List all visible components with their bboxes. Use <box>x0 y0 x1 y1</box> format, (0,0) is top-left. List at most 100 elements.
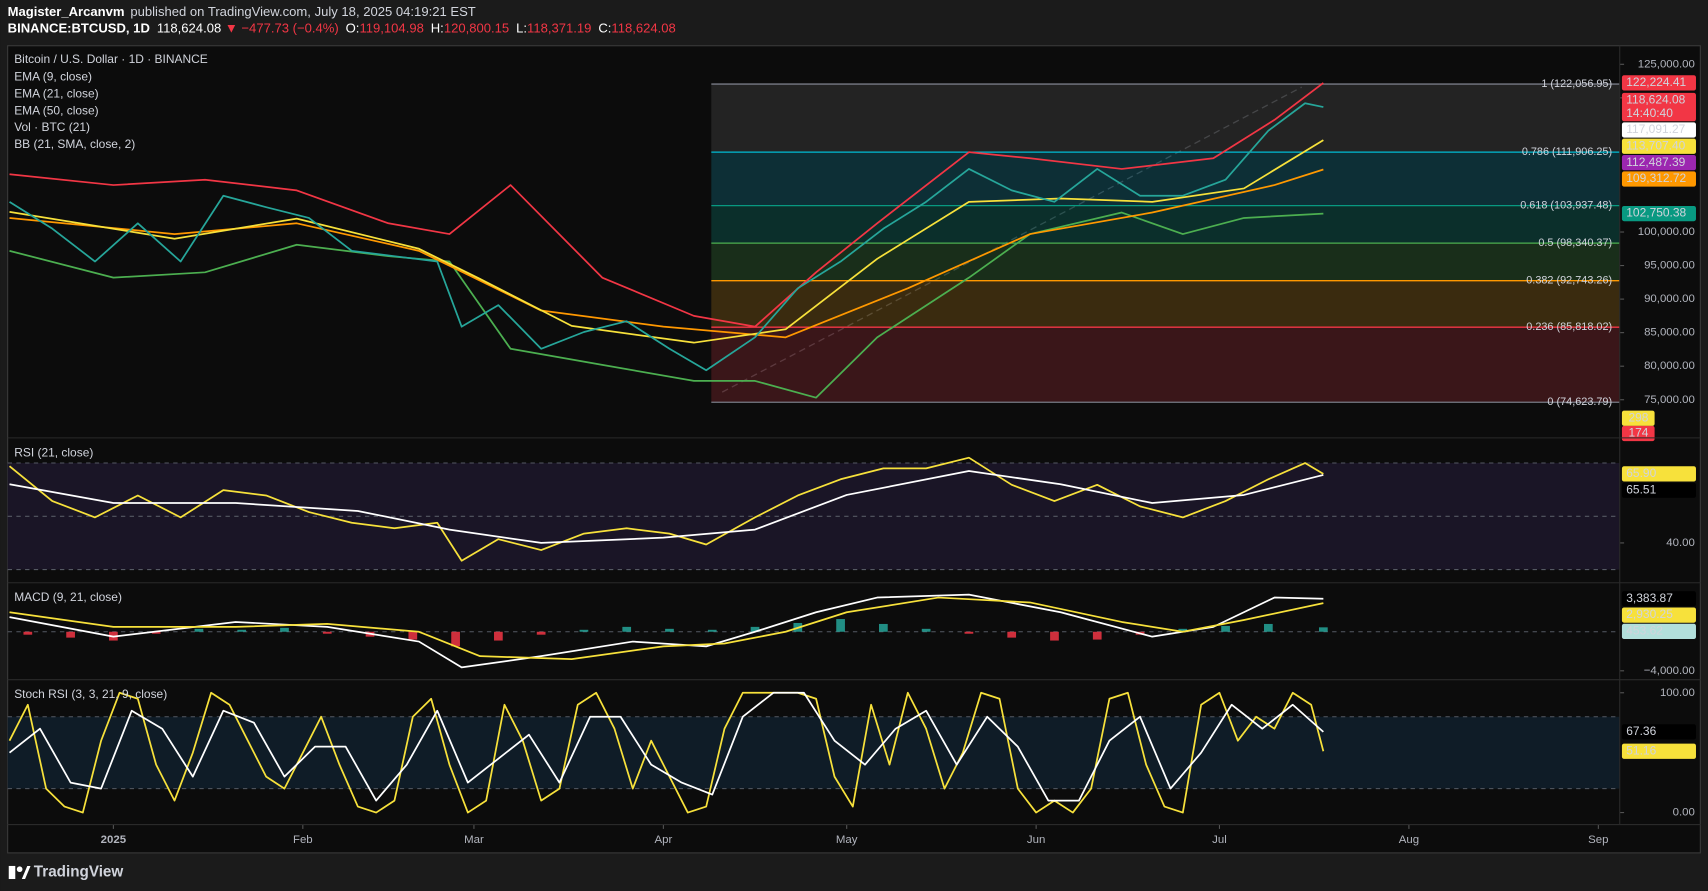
y-tick-label: 85,000.00 <box>1644 327 1695 339</box>
price-tag <box>1621 75 1696 91</box>
series-line <box>9 168 1324 339</box>
histogram-bar <box>579 629 589 632</box>
fib-zone <box>711 280 1620 328</box>
histogram-bar <box>494 631 503 641</box>
price-tag <box>1621 171 1696 187</box>
histogram-bar <box>23 631 33 635</box>
countdown: 14:40:40 <box>1626 106 1673 120</box>
fib-label: 0.5 (98,340.37) <box>1538 237 1612 249</box>
histogram-bar <box>1092 631 1102 640</box>
y-tick-label: 90,000.00 <box>1644 293 1695 305</box>
price-tag <box>1621 138 1696 154</box>
price-tag <box>1621 591 1696 607</box>
band-fill <box>7 716 1620 789</box>
histogram-bar <box>1221 625 1230 632</box>
price-tag-label: 3,383.87 <box>1626 591 1673 605</box>
histogram-bar <box>750 626 760 632</box>
change: ▼ −477.73 (−0.4%) <box>225 21 339 36</box>
fib-zone <box>711 84 1620 153</box>
fib-label: 0.382 (92,743.26) <box>1526 275 1612 287</box>
histogram-bar <box>1007 631 1017 638</box>
histogram-bar <box>322 631 332 634</box>
low-label: L: <box>516 21 527 36</box>
price-tag-label: 2,930.25 <box>1626 607 1673 621</box>
published: published on TradingView.com, July 18, 2… <box>130 5 475 20</box>
high: 120,800.15 <box>444 21 509 36</box>
price-tag <box>1621 466 1696 482</box>
price-tag <box>1621 205 1696 222</box>
price-tag <box>1621 92 1696 122</box>
x-tick-label: Sep <box>1588 834 1608 846</box>
high-label: H: <box>431 21 444 36</box>
histogram-bar <box>451 631 460 647</box>
logo-mark <box>21 865 31 880</box>
logo-text: TradingView <box>34 864 124 881</box>
price-tag-label: 109,312.72 <box>1626 171 1686 185</box>
pane-title: Stoch RSI (3, 3, 21, 9, close) <box>14 687 167 701</box>
histogram-bar <box>1318 627 1328 632</box>
price-tag-label: 51.16 <box>1626 743 1656 757</box>
x-tick-label: Aug <box>1399 834 1419 846</box>
x-tick-label: Mar <box>464 834 484 846</box>
y-tick-label: −4,000.00 <box>1644 665 1695 677</box>
close-label: C: <box>598 21 611 36</box>
pane-title: RSI (21, close) <box>14 445 93 459</box>
price-tag <box>1621 724 1696 740</box>
y-tick-label: 40.00 <box>1666 537 1695 549</box>
price-tag <box>1621 154 1696 171</box>
y-tick-label: 75,000.00 <box>1644 394 1695 406</box>
price-tag-label: 113,707.40 <box>1626 138 1685 152</box>
histogram-bar <box>964 631 974 634</box>
volume-tag <box>1621 410 1655 426</box>
fib-zone <box>711 327 1620 403</box>
y-tick-label: 125,000.00 <box>1638 58 1695 70</box>
price-tag-label: 453.62 <box>1626 624 1663 638</box>
price-tag <box>1621 482 1696 498</box>
histogram-bar <box>1263 623 1273 632</box>
histogram-bar <box>921 628 931 632</box>
fib-label: 0.618 (103,937.48) <box>1520 199 1612 211</box>
pane-title: MACD (9, 21, close) <box>14 590 122 604</box>
symbol: BINANCE:BTCUSD, 1D <box>8 21 150 36</box>
close: 118,624.08 <box>611 21 675 36</box>
last-price: 118,624.08 <box>157 21 221 36</box>
x-tick-label: Jul <box>1212 834 1227 846</box>
series-line <box>8 456 1324 562</box>
open: 119,104.98 <box>359 21 423 36</box>
legend-entry: EMA (9, close) <box>14 70 92 84</box>
fib-zone <box>711 152 1620 206</box>
series-line <box>9 102 1324 372</box>
histogram-bar <box>536 631 546 635</box>
pane-title: Bitcoin / U.S. Dollar · 1D · BINANCE <box>14 52 208 66</box>
fib-zone <box>711 243 1620 281</box>
author: Magister_Arcanvm <box>8 5 125 20</box>
price-tag <box>1621 607 1696 623</box>
logo-mark <box>16 866 23 873</box>
y-tick-label: 80,000.00 <box>1644 360 1695 372</box>
price-tag <box>1621 122 1696 138</box>
logo: TradingView <box>8 864 124 881</box>
low: 118,371.19 <box>527 21 591 36</box>
histogram-bar <box>665 628 674 632</box>
legend-entry: EMA (21, close) <box>14 86 98 100</box>
legend-entry: Vol · BTC (21) <box>14 120 90 134</box>
price-tag-label: 117,091.27 <box>1626 122 1685 136</box>
histogram-bar <box>280 627 289 632</box>
price-tag-label: 118,624.08 <box>1626 93 1685 107</box>
histogram-bar <box>1050 631 1059 641</box>
histogram-bar <box>879 623 888 632</box>
histogram-bar <box>66 631 75 638</box>
symbol-line: BINANCE:BTCUSD, 1D 118,624.08 ▼ −477.73 … <box>8 21 676 36</box>
header-line: Magister_Arcanvm published on TradingVie… <box>8 5 476 20</box>
histogram-bar <box>408 631 418 640</box>
x-tick-label: Apr <box>654 834 672 846</box>
fib-label: 1 (122,056.95) <box>1541 78 1612 90</box>
volume-tag-label: 174 <box>1628 426 1648 440</box>
series-line <box>8 691 1324 802</box>
price-tag-label: 112,487.39 <box>1626 155 1685 169</box>
histogram-bar <box>237 629 247 632</box>
x-tick-label: Jun <box>1027 834 1045 846</box>
x-tick-label: Feb <box>293 834 313 846</box>
histogram-bar <box>707 629 717 632</box>
price-tag-label: 67.36 <box>1626 724 1656 738</box>
